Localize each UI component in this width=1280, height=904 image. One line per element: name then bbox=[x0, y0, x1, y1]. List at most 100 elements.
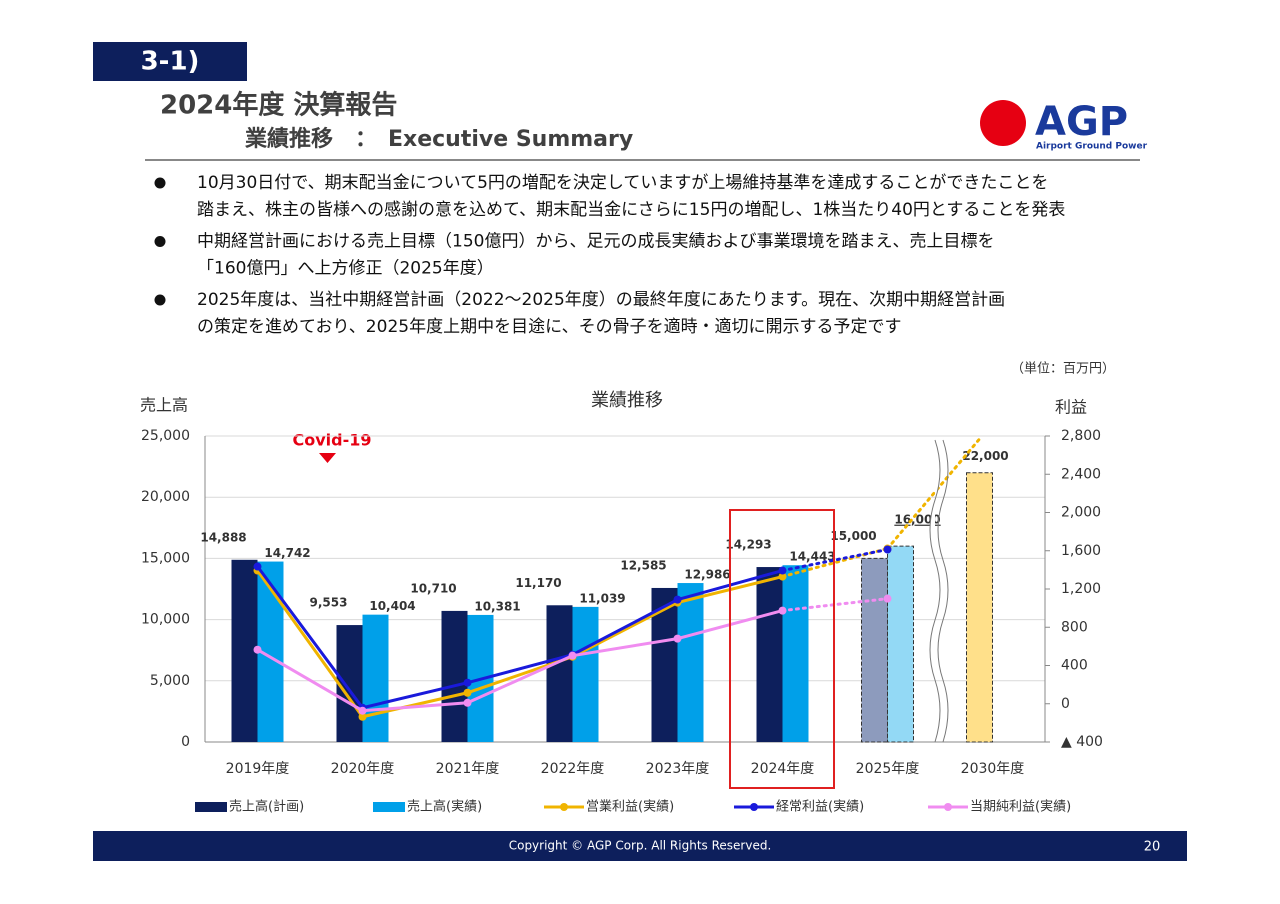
y-tick-label: 20,000 bbox=[141, 489, 190, 505]
line-marker bbox=[463, 688, 472, 697]
bullet-line: 2025年度は、当社中期経営計画（2022～2025年度）の最終年度にあたります… bbox=[197, 290, 1005, 310]
y-tick-label: 15,000 bbox=[141, 550, 190, 566]
y-tick-label: 5,000 bbox=[150, 673, 190, 689]
chart: 0 5,000 10,000 15,000 20,000 25,000 ▲ 400 0 400 8… bbox=[141, 428, 1103, 777]
y2-axis-label: 利益 bbox=[1055, 398, 1087, 417]
bullet-dot bbox=[154, 177, 166, 189]
bar bbox=[782, 565, 809, 742]
legend-swatch bbox=[750, 803, 758, 811]
section-badge bbox=[93, 42, 247, 81]
value-label: 14,443 bbox=[789, 550, 835, 564]
page-number: 20 bbox=[1144, 840, 1161, 855]
legend-swatch bbox=[560, 803, 568, 811]
bar bbox=[861, 557, 888, 743]
value-label: 16,000 bbox=[894, 513, 940, 527]
y-tick-label: 0 bbox=[181, 734, 190, 750]
line-marker bbox=[253, 645, 262, 654]
y2-tick-label: 2,400 bbox=[1061, 466, 1101, 482]
value-label: 14,742 bbox=[264, 546, 310, 560]
line-marker bbox=[463, 678, 472, 687]
legend-swatch bbox=[373, 802, 405, 812]
y-tick-label: 25,000 bbox=[141, 428, 190, 444]
line-marker bbox=[463, 698, 472, 707]
chart-title: 業績推移 bbox=[591, 390, 663, 411]
legend-label: 当期純利益(実績) bbox=[970, 799, 1071, 815]
copyright: Copyright © AGP Corp. All Rights Reserve… bbox=[509, 839, 772, 853]
bar bbox=[887, 545, 914, 743]
value-label: 11,039 bbox=[579, 591, 625, 605]
bullet-dot bbox=[154, 236, 166, 247]
bullet-line: 踏まえ、株主の皆様への感謝の意を込めて、期末配当金にさらに15円の増配し、1株当… bbox=[197, 200, 1065, 220]
page-title: 2024年度 決算報告 bbox=[160, 90, 397, 121]
value-label: 12,986 bbox=[684, 568, 730, 582]
legend-swatch bbox=[195, 802, 227, 812]
highlight-box bbox=[729, 509, 835, 789]
bar bbox=[441, 610, 468, 742]
unit-note: （単位：百万円） bbox=[1011, 361, 1115, 377]
trend-extension bbox=[886, 434, 984, 551]
line-marker bbox=[778, 566, 787, 575]
axis-break bbox=[937, 439, 949, 743]
bullet-line: の策定を進めており、2025年度上期中を目途に、その骨子を適時・適切に開示する予… bbox=[197, 317, 902, 337]
value-label: 14,293 bbox=[725, 538, 771, 552]
axis-break bbox=[929, 439, 941, 743]
value-label: 9,553 bbox=[310, 596, 348, 610]
legend-swatch bbox=[944, 803, 952, 811]
value-label: 22,000 bbox=[962, 449, 1008, 463]
x-tick-label: 2019年度 bbox=[226, 761, 290, 777]
legend-label: 経常利益(実績) bbox=[776, 799, 864, 815]
line-marker bbox=[253, 562, 262, 571]
logo-text: AGP bbox=[1035, 99, 1128, 145]
y2-tick-label: 1,600 bbox=[1061, 543, 1101, 559]
y2-tick-label: 800 bbox=[1061, 619, 1088, 635]
x-tick-label: 2021年度 bbox=[436, 761, 500, 777]
value-label: 12,585 bbox=[620, 558, 666, 572]
y-tick-label: 10,000 bbox=[141, 612, 190, 628]
legend-label: 営業利益(実績) bbox=[586, 799, 674, 815]
bar bbox=[756, 567, 783, 742]
y-axis-label: 売上高 bbox=[140, 396, 188, 415]
line bbox=[256, 565, 783, 710]
value-label: 10,404 bbox=[369, 599, 415, 613]
y2-tick-label: 2,800 bbox=[1061, 428, 1101, 444]
section-label: 3-1) bbox=[141, 47, 200, 77]
line bbox=[256, 569, 783, 719]
logo-tagline: Airport Ground Power bbox=[1036, 142, 1148, 152]
forecast-line bbox=[781, 547, 889, 579]
bar bbox=[677, 583, 704, 742]
value-label: 10,710 bbox=[410, 581, 456, 595]
covid-annotation: Covid-19 bbox=[292, 431, 371, 450]
bullet-list: 10月30日付で、期末配当金について5円の増配を決定していますが上場維持基準を達… bbox=[154, 173, 1065, 337]
value-label: 10,381 bbox=[474, 599, 520, 613]
bar bbox=[336, 625, 363, 742]
line-marker bbox=[673, 595, 682, 604]
legend-label: 売上高(計画) bbox=[229, 799, 304, 815]
legend: 売上高(計画) 売上高(実績) 営業利益(実績) 経常利益(実績) 当期純利益(実績) bbox=[195, 799, 1071, 815]
value-label: 11,170 bbox=[515, 576, 561, 590]
covid-marker bbox=[319, 453, 336, 463]
x-tick-label: 2030年度 bbox=[961, 761, 1025, 777]
line-marker bbox=[883, 545, 892, 554]
y2-tick-label: 2,000 bbox=[1061, 505, 1101, 521]
logo-mark bbox=[980, 100, 1026, 146]
value-label: 15,000 bbox=[830, 529, 876, 543]
line-marker bbox=[673, 634, 682, 643]
y2-tick-label: ▲ 400 bbox=[1061, 734, 1103, 750]
line bbox=[256, 609, 783, 713]
bar bbox=[362, 614, 389, 742]
y2-tick-label: 1,200 bbox=[1061, 581, 1101, 597]
x-tick-label: 2024年度 bbox=[751, 761, 815, 777]
line-marker bbox=[778, 606, 787, 615]
bullet-line: 10月30日付で、期末配当金について5円の増配を決定していますが上場維持基準を達… bbox=[197, 173, 1048, 193]
x-tick-label: 2025年度 bbox=[856, 761, 920, 777]
x-tick-label: 2020年度 bbox=[331, 761, 395, 777]
line-marker bbox=[778, 572, 787, 581]
y2-tick-label: 0 bbox=[1061, 696, 1070, 712]
legend-label: 売上高(実績) bbox=[407, 799, 482, 815]
line-marker bbox=[883, 594, 892, 603]
x-tick-label: 2022年度 bbox=[541, 761, 605, 777]
value-label: 14,888 bbox=[200, 530, 246, 544]
bar bbox=[966, 472, 993, 743]
y2-tick-label: 400 bbox=[1061, 658, 1088, 674]
